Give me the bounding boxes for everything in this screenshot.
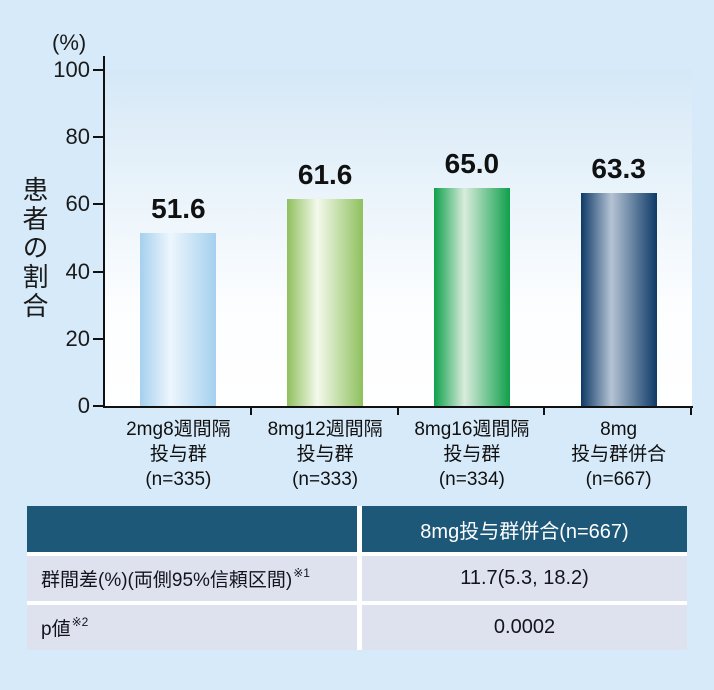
bar-3 bbox=[433, 187, 510, 406]
y-axis-line bbox=[103, 56, 105, 408]
bar-4 bbox=[580, 193, 657, 406]
row-label-text: 群間差(%)(両側95%信頼区間) bbox=[41, 570, 293, 591]
bar-value-label: 65.0 bbox=[444, 147, 500, 179]
y-axis-tick bbox=[93, 337, 103, 340]
x-axis-category-label: 8mg 投与群併合 (n=667) bbox=[571, 419, 667, 490]
bar-2 bbox=[287, 199, 364, 406]
table-value-pvalue: 0.0002 bbox=[362, 605, 687, 650]
y-axis-tick-label: 100 bbox=[53, 57, 90, 82]
x-axis-category-label: 8mg12週間隔 投与群 (n=333) bbox=[267, 419, 383, 490]
y-axis-title: 患者の割合 bbox=[19, 176, 49, 321]
bar-value-label: 63.3 bbox=[591, 153, 646, 185]
row-label-text: p値 bbox=[41, 619, 71, 640]
y-axis-tick-label: 60 bbox=[65, 191, 90, 217]
y-axis-tick-label: 0 bbox=[77, 393, 90, 418]
y-axis-tick-label: 20 bbox=[65, 325, 90, 351]
y-axis-tick-label: 80 bbox=[65, 124, 90, 150]
table-header-group-cell: 8mg投与群併合(n=667) bbox=[362, 506, 687, 552]
x-axis-line bbox=[103, 406, 693, 408]
table-row-label-pvalue: p値 ※2 bbox=[27, 605, 357, 650]
x-axis-tick bbox=[249, 408, 252, 415]
y-axis-tick bbox=[93, 136, 103, 139]
footnote-mark-2: ※2 bbox=[71, 614, 89, 629]
x-axis-category-label: 2mg8週間隔 投与群 (n=335) bbox=[126, 419, 231, 490]
bar-1 bbox=[140, 232, 217, 406]
y-axis-tick bbox=[93, 405, 103, 407]
bar-value-label: 51.6 bbox=[151, 192, 206, 224]
y-axis-unit-label: (%) bbox=[52, 30, 87, 55]
table-row-label-difference: 群間差(%)(両側95%信頼区間) ※1 bbox=[27, 556, 357, 601]
table-header-empty-cell bbox=[27, 506, 357, 552]
x-axis-tick bbox=[396, 408, 399, 415]
x-axis-category-label: 8mg16週間隔 投与群 (n=334) bbox=[414, 419, 530, 490]
stats-table: 8mg投与群併合(n=667) 群間差(%)(両側95%信頼区間) ※1 11.7… bbox=[27, 506, 687, 650]
bar-value-label: 61.6 bbox=[297, 159, 353, 191]
y-axis-tick-label: 40 bbox=[65, 258, 90, 284]
x-axis-tick bbox=[543, 408, 546, 415]
table-value-difference: 11.7(5.3, 18.2) bbox=[362, 556, 687, 601]
footnote-mark-1: ※1 bbox=[293, 565, 310, 580]
y-axis-tick bbox=[93, 69, 103, 71]
y-axis-tick bbox=[93, 203, 103, 206]
x-axis-tick bbox=[690, 408, 692, 415]
y-axis-tick bbox=[93, 270, 103, 273]
